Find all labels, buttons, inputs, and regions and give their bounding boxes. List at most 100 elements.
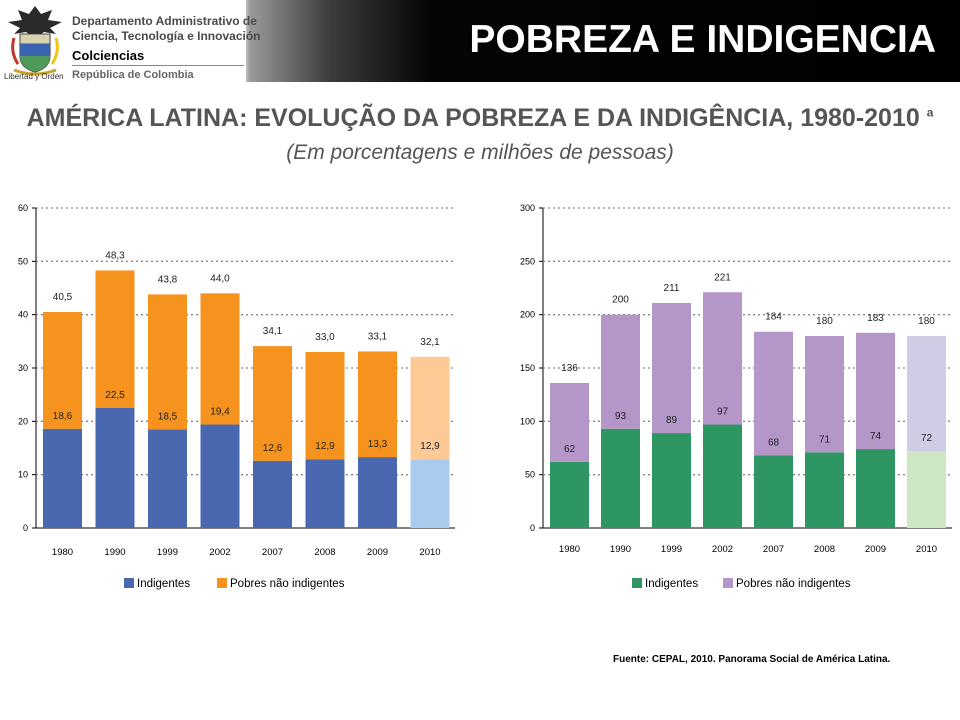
- bar-indigentes: [253, 460, 292, 528]
- org-name: Colciencias: [72, 48, 145, 63]
- coat-of-arms-logo: [8, 6, 62, 76]
- total-label: 40,5: [53, 292, 73, 303]
- segment-label: 22,5: [105, 390, 125, 401]
- x-tick-label: 1990: [610, 544, 631, 555]
- x-tick-label: 2008: [314, 547, 335, 558]
- bar-pobres-nao-indigentes: [410, 356, 450, 460]
- total-label: 32,1: [420, 337, 440, 348]
- y-tick-label: 30: [18, 363, 28, 373]
- bar-pobres-nao-indigentes: [148, 294, 187, 430]
- segment-label: 93: [615, 411, 627, 422]
- x-tick-label: 1990: [104, 547, 125, 558]
- segment-label: 12,9: [420, 441, 440, 452]
- legend-label: Pobres não indigentes: [230, 578, 345, 590]
- segment-label: 71: [819, 434, 831, 445]
- segment-label: 12,9: [315, 441, 335, 452]
- bar-pobres-nao-indigentes: [253, 346, 292, 461]
- legend-label: Indigentes: [645, 578, 698, 590]
- bar-pobres-nao-indigentes: [550, 382, 589, 462]
- header-bar: Libertad y Orden Departamento Administra…: [0, 0, 960, 82]
- segment-label: 89: [666, 415, 678, 426]
- y-tick-label: 50: [18, 256, 28, 266]
- total-label: 221: [714, 272, 731, 283]
- total-label: 43,8: [158, 274, 178, 285]
- bar-indigentes: [95, 408, 135, 528]
- total-label: 211: [664, 283, 680, 294]
- bar-indigentes: [305, 459, 345, 528]
- total-label: 33,0: [315, 332, 335, 343]
- x-tick-label: 1980: [559, 544, 580, 555]
- x-tick-label: 2010: [419, 547, 440, 558]
- bar-indigentes: [907, 451, 946, 528]
- legend-swatch: [124, 578, 134, 588]
- figure-title-text: AMÉRICA LATINA: EVOLUÇÃO DA POBREZA E DA…: [26, 104, 920, 132]
- slide-title: POBREZA E INDIGENCIA: [469, 18, 936, 61]
- segment-label: 19,4: [210, 407, 230, 418]
- bar-indigentes: [148, 429, 187, 528]
- x-tick-label: 2009: [865, 544, 886, 555]
- x-tick-label: 2009: [367, 547, 388, 558]
- bar-indigentes: [601, 428, 640, 528]
- figure-subtitle: (Em porcentagens e milhões de pessoas): [286, 141, 674, 164]
- bar-indigentes: [358, 457, 397, 528]
- bar-pobres-nao-indigentes: [703, 292, 742, 425]
- bar-indigentes: [754, 455, 793, 528]
- bar-pobres-nao-indigentes: [907, 336, 946, 452]
- y-tick-label: 20: [18, 416, 28, 426]
- y-tick-label: 100: [520, 416, 535, 426]
- x-tick-label: 2007: [763, 544, 784, 555]
- bar-pobres-nao-indigentes: [652, 302, 691, 434]
- segment-label: 72: [921, 433, 933, 444]
- bar-pobres-nao-indigentes: [601, 314, 640, 429]
- legend-swatch: [217, 578, 227, 588]
- figure-title-sup: a: [926, 105, 934, 120]
- segment-label: 12,6: [263, 443, 283, 454]
- bar-indigentes: [652, 433, 691, 528]
- total-label: 180: [816, 316, 833, 327]
- legend-label: Pobres não indigentes: [736, 578, 851, 590]
- legend-label: Indigentes: [137, 578, 190, 590]
- x-tick-label: 2007: [262, 547, 283, 558]
- x-tick-label: 2002: [712, 544, 733, 555]
- total-label: 180: [918, 316, 935, 327]
- total-label: 136: [561, 363, 578, 374]
- y-tick-label: 300: [520, 203, 535, 213]
- y-tick-label: 0: [23, 523, 28, 533]
- org-country: República de Colombia: [72, 69, 194, 81]
- total-label: 184: [765, 312, 782, 323]
- segment-label: 62: [564, 444, 576, 455]
- bar-pobres-nao-indigentes: [43, 312, 82, 429]
- org-line-2: Ciencia, Tecnología e Innovación: [72, 29, 261, 43]
- segment-label: 68: [768, 437, 780, 448]
- total-label: 200: [612, 295, 629, 306]
- legend-swatch: [723, 578, 733, 588]
- source-note: Fuente: CEPAL, 2010. Panorama Social de …: [613, 654, 891, 665]
- x-tick-label: 2008: [814, 544, 835, 555]
- segment-label: 18,5: [158, 411, 178, 422]
- x-tick-label: 1999: [157, 547, 178, 558]
- y-tick-label: 50: [525, 470, 535, 480]
- total-label: 48,3: [105, 250, 125, 261]
- segment-label: 97: [717, 407, 729, 418]
- bar-pobres-nao-indigentes: [754, 331, 793, 456]
- bar-indigentes: [805, 452, 844, 528]
- total-label: 34,1: [263, 326, 283, 337]
- bar-indigentes: [703, 424, 742, 528]
- bar-indigentes: [43, 428, 82, 528]
- segment-label: 18,6: [53, 411, 73, 422]
- bar-pobres-nao-indigentes: [305, 352, 345, 460]
- total-label: 33,1: [368, 331, 388, 342]
- bar-indigentes: [550, 461, 589, 528]
- x-tick-label: 1999: [661, 544, 682, 555]
- y-tick-label: 60: [18, 203, 28, 213]
- segment-label: 74: [870, 431, 882, 442]
- y-tick-label: 150: [520, 363, 535, 373]
- bar-indigentes: [200, 424, 240, 528]
- x-tick-label: 2010: [916, 544, 937, 555]
- bar-indigentes: [410, 459, 450, 528]
- bar-pobres-nao-indigentes: [358, 351, 397, 458]
- bar-indigentes: [856, 449, 895, 528]
- y-tick-label: 0: [530, 523, 535, 533]
- org-department: Departamento Administrativo de Ciencia, …: [72, 14, 260, 44]
